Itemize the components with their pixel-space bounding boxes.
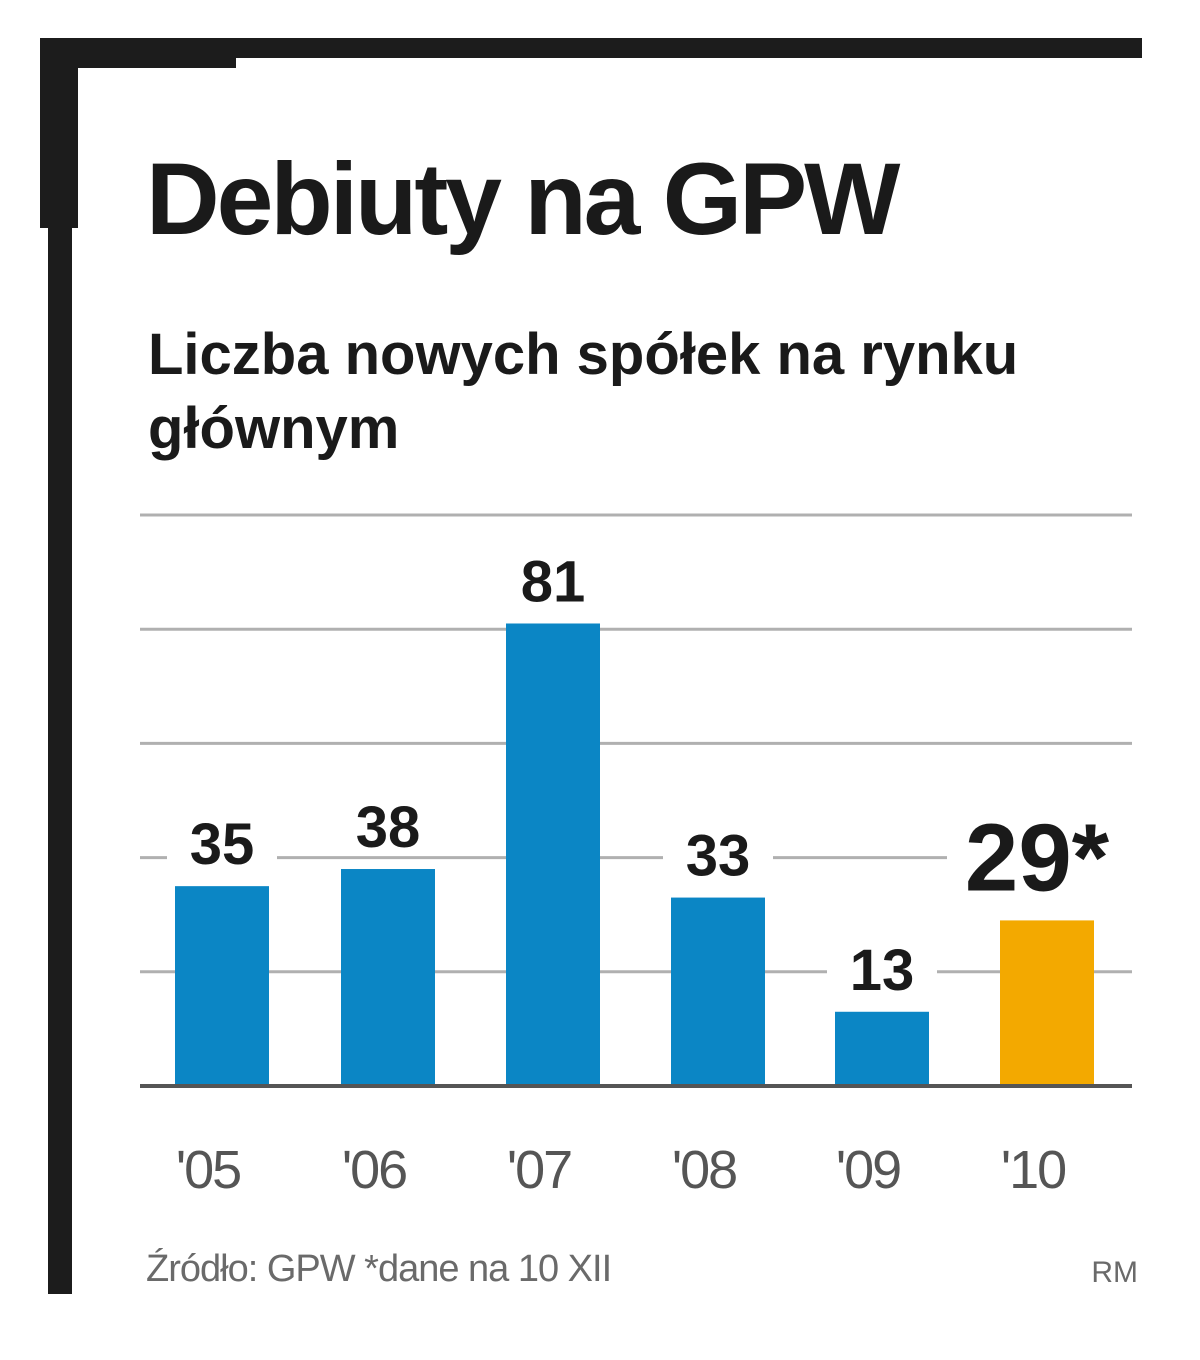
label-backdrop: [333, 797, 443, 853]
label-backdrop: [167, 814, 277, 870]
x-tick-label: '06: [342, 1140, 406, 1200]
bar: [1000, 920, 1094, 1086]
data-label: 35: [190, 812, 255, 877]
chart-subtitle: Liczba nowych spółek na rynku głównym: [148, 322, 1019, 461]
label-backdrop: [827, 940, 937, 996]
label-backdrop: [498, 552, 608, 608]
label-backdrop: [663, 826, 773, 882]
label-backdrop: [947, 808, 1147, 901]
data-label: 29*: [965, 804, 1110, 911]
bar: [175, 886, 269, 1086]
data-label: 38: [356, 795, 421, 860]
x-tick-label: '10: [1001, 1140, 1065, 1200]
data-label: 13: [850, 938, 915, 1003]
author-credit: RM: [1091, 1256, 1138, 1289]
frame-top-rule: [40, 38, 1142, 58]
data-label: 33: [686, 824, 751, 889]
x-tick-label: '07: [507, 1140, 571, 1200]
bar: [671, 897, 765, 1086]
bar: [506, 623, 600, 1086]
x-tick-label: '09: [836, 1140, 900, 1200]
chart-title: Debiuty na GPW: [146, 142, 900, 256]
bar: [835, 1011, 929, 1086]
x-tick-label: '08: [672, 1140, 736, 1200]
source-note: Źródło: GPW *dane na 10 XII: [146, 1248, 612, 1290]
x-tick-label: '05: [176, 1140, 240, 1200]
data-label: 81: [521, 549, 586, 614]
bar: [341, 869, 435, 1086]
frame-left-rule: [48, 38, 72, 1294]
